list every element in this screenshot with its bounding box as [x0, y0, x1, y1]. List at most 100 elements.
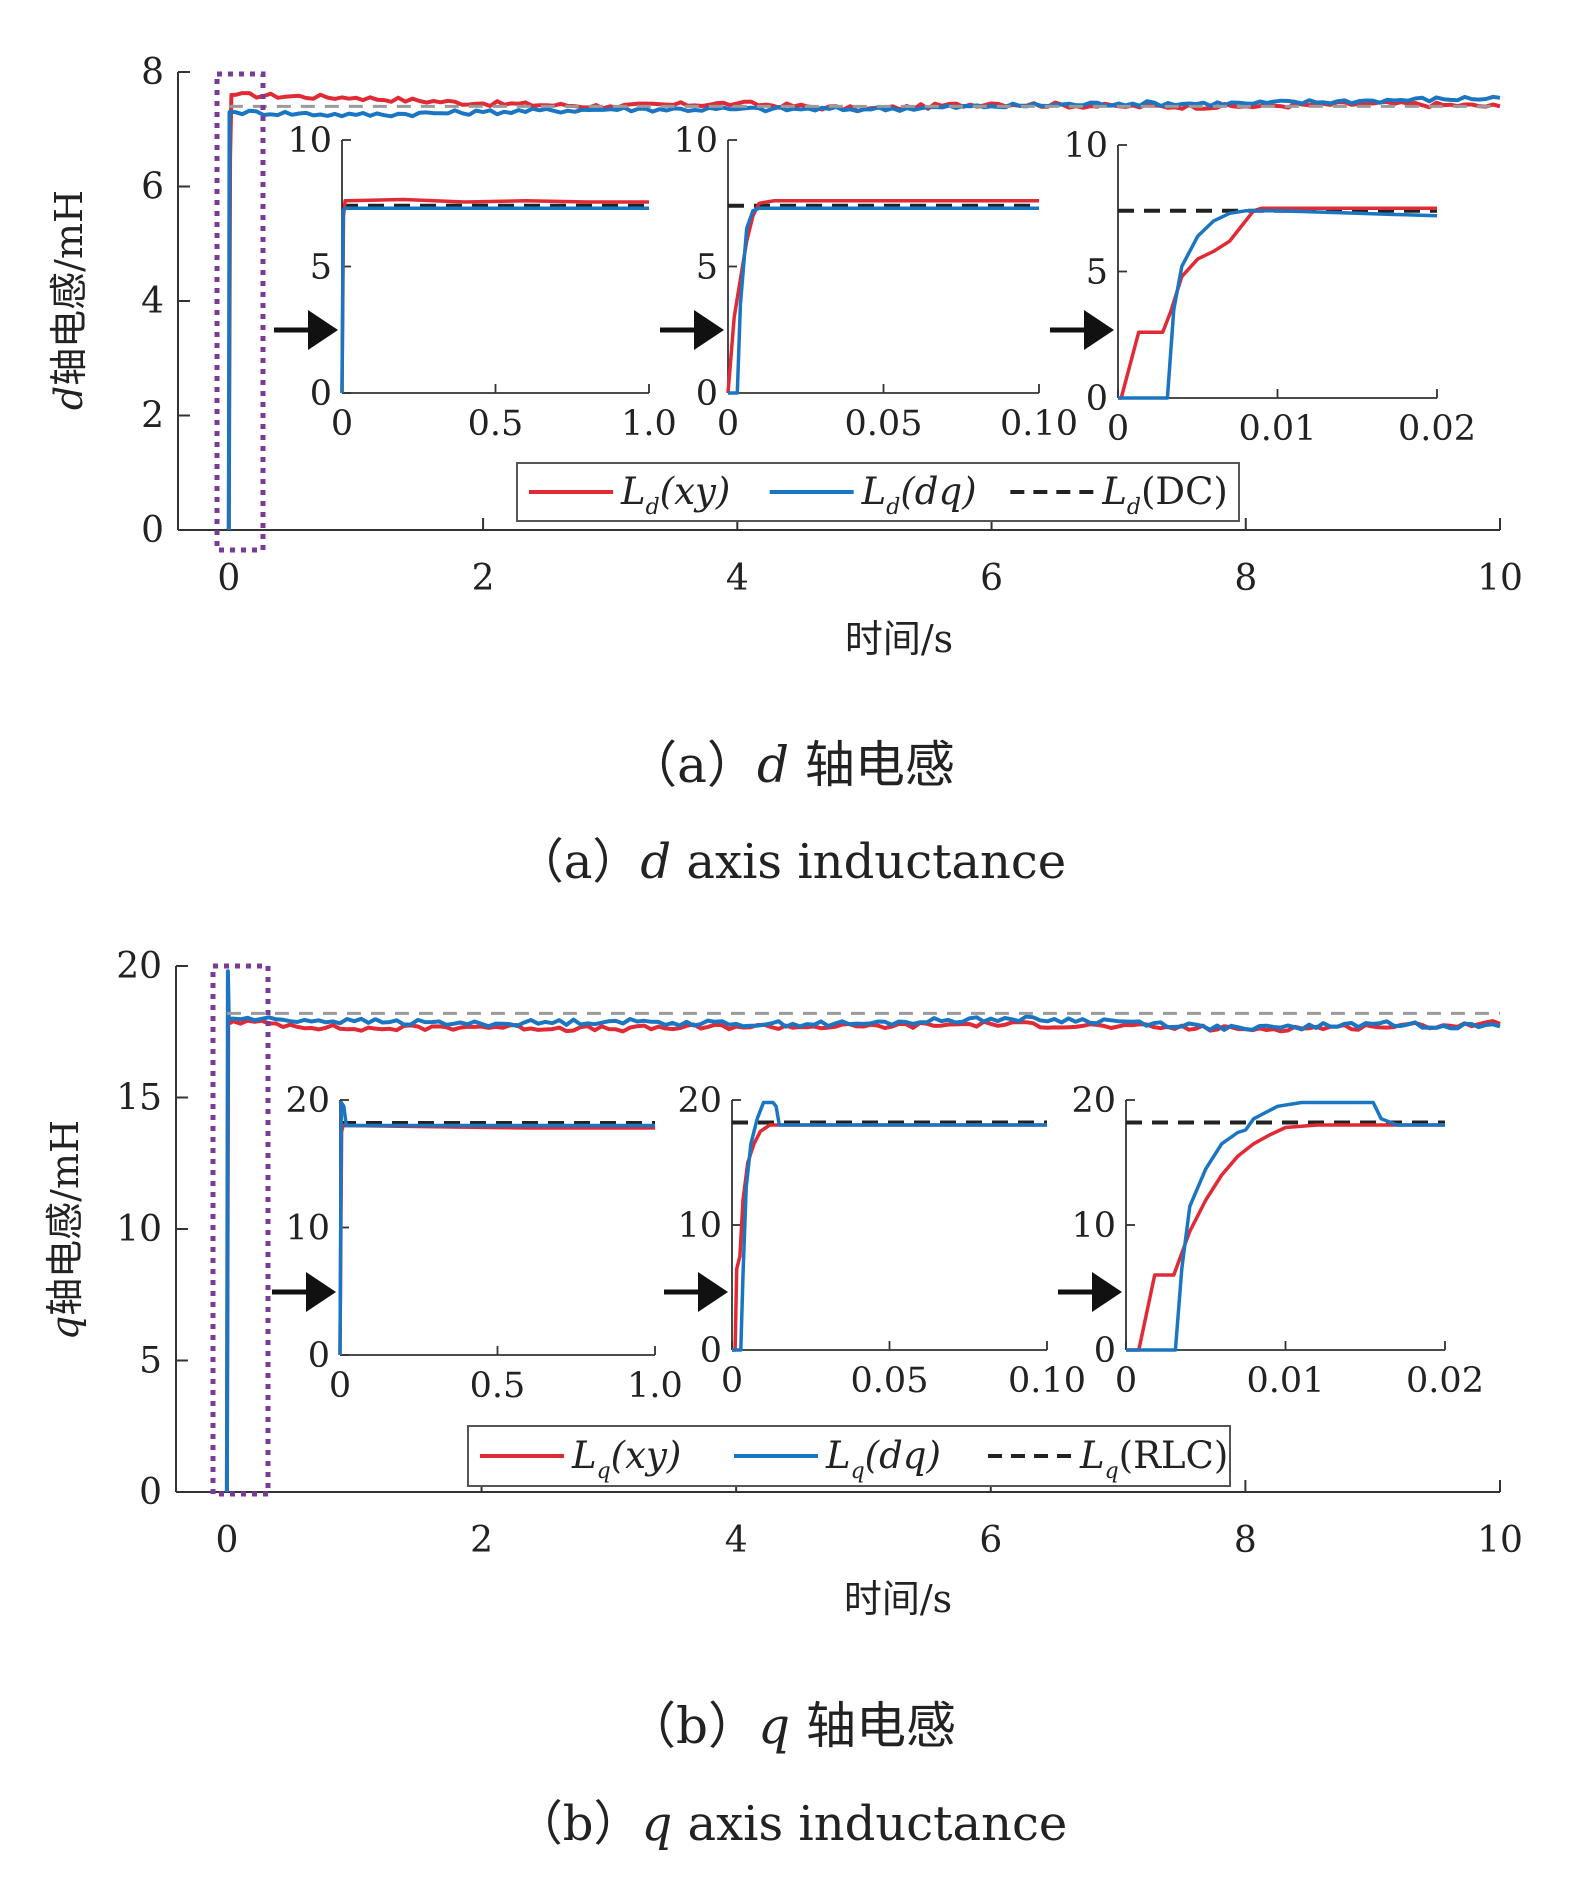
caption-a-en-prefix: （a） [516, 834, 641, 890]
y-tick-label: 6 [141, 167, 164, 208]
y-tick-label: 4 [141, 281, 164, 322]
x-tick-label: 10 [1477, 1520, 1523, 1561]
series-dq-line [224, 969, 1501, 1493]
x-tick-label: 6 [980, 558, 1003, 599]
legend-label-dq: Lq(dq) [825, 1434, 941, 1484]
caption-a-en-var: d [640, 834, 671, 890]
legend-label-sub: q [597, 1459, 611, 1484]
inset-2: 0 5 10 0 0.05 0.10 [660, 121, 1078, 444]
y-axis-label-text: 轴电感/mH [47, 190, 91, 386]
x-axis-label: 时间/s [845, 617, 953, 661]
caption-b-en-text: axis inductance [672, 1796, 1067, 1852]
caption-a-cn: （a）d 轴电感 [627, 736, 955, 794]
y-axis-label-text: 轴电感/mH [43, 1120, 87, 1316]
inset-y-tick-label: 0 [1094, 1331, 1116, 1371]
legend-label-ref: Ld(DC) [1101, 470, 1228, 520]
inset-x-tick-label: 0 [331, 404, 353, 444]
y-tick-label: 20 [116, 946, 162, 987]
inset-2: 0 10 20 0 0.05 0.10 [664, 1081, 1086, 1401]
inset-y-tick-label: 10 [285, 1209, 330, 1249]
caption-b-cn-text: 轴电感 [790, 1697, 956, 1755]
inset-y-tick-label: 10 [1063, 126, 1108, 166]
inset-x-tick-label: 0.01 [1247, 1361, 1325, 1401]
inset-x-tick-label: 0.5 [470, 1366, 526, 1406]
inset-x-tick-label: 0.10 [1000, 404, 1078, 444]
inset-y-tick-label: 0 [310, 374, 332, 414]
legend: Ld(xy) Ld(dq) Ld(DC) [516, 462, 1240, 522]
caption-b-en: （b）q axis inductance [515, 1796, 1068, 1852]
legend-label-sub: d [886, 495, 900, 520]
y-axis-label-var: q [43, 1316, 87, 1340]
x-tick-label: 8 [1234, 558, 1257, 599]
legend-label-xy: Ld(xy) [620, 470, 730, 520]
x-tick-label: 2 [472, 558, 495, 599]
caption-a-cn-prefix: （a） [627, 736, 757, 794]
inset-dq-line [732, 1100, 1047, 1352]
zoom-highlight-box [210, 963, 271, 1497]
inset-x-tick-label: 0 [1107, 409, 1129, 449]
inset-x-tick-label: 0.05 [851, 1361, 929, 1401]
x-tick-label: 6 [979, 1520, 1002, 1561]
legend-label-arg: (DC) [1141, 470, 1228, 513]
legend-label-name: L [861, 470, 887, 513]
inset-background [1118, 145, 1437, 398]
y-tick-label: 15 [116, 1078, 162, 1119]
inset-y-tick-label: 10 [287, 121, 332, 161]
inset-x-tick-label: 1.0 [627, 1366, 683, 1406]
inset-y-tick-label: 5 [310, 248, 332, 288]
legend-label-name: L [571, 1434, 597, 1477]
inset-arrow-head [1084, 310, 1114, 350]
legend-label-dq: Ld(dq) [861, 470, 977, 520]
series-dq-line [226, 94, 1501, 531]
legend-label-sub: d [646, 495, 660, 520]
legend-label-arg: (dq) [900, 470, 976, 513]
inset-y-tick-label: 20 [677, 1081, 722, 1121]
zoom-highlight-box [214, 71, 266, 553]
caption-a-en: （a）d axis inductance [516, 834, 1066, 890]
inset-y-tick-label: 5 [696, 248, 718, 288]
inset-y-tick-label: 0 [308, 1336, 330, 1376]
inset-dq-line [1126, 1100, 1445, 1352]
inset-y-tick-label: 20 [1071, 1081, 1116, 1121]
inset-arrow-head [1092, 1272, 1122, 1312]
inset-arrow-head [308, 310, 338, 350]
caption-b-cn-prefix: （b） [626, 1697, 758, 1755]
inset-background [1126, 1100, 1445, 1350]
legend-box [516, 462, 1240, 522]
x-tick-label: 0 [215, 1520, 238, 1561]
x-tick-label: 2 [470, 1520, 493, 1561]
inset-y-tick-label: 20 [285, 1081, 330, 1121]
y-tick-label: 0 [141, 510, 164, 551]
inset-x-tick-label: 1.0 [621, 404, 677, 444]
y-axis-label: q轴电感/mH [43, 1120, 87, 1340]
legend-label-arg: (xy) [660, 470, 731, 513]
x-tick-label: 0 [217, 558, 240, 599]
x-tick-label: 10 [1477, 558, 1523, 599]
legend-label-arg: (dq) [865, 1434, 941, 1477]
caption-a-en-text: axis inductance [671, 834, 1066, 890]
inset-3: 0 10 20 0 0.01 0.02 [1058, 1081, 1484, 1401]
inset-arrow-head [694, 310, 724, 350]
y-axis-label-var: d [47, 386, 91, 410]
y-tick-label: 8 [141, 52, 164, 93]
legend-label-sub: q [851, 1459, 865, 1484]
legend-box [467, 1425, 1231, 1487]
inset-x-tick-label: 0.10 [1008, 1361, 1086, 1401]
inset-background [340, 1100, 655, 1355]
inset-dq-line [1118, 209, 1438, 400]
inset-y-tick-label: 0 [696, 374, 718, 414]
inset-y-tick-label: 10 [1071, 1206, 1116, 1246]
inset-1: 0 5 10 0 0.5 1.0 [274, 121, 677, 444]
inset-dq-line [728, 206, 1039, 395]
inset-y-tick-label: 5 [1086, 253, 1108, 293]
y-tick-label: 10 [116, 1209, 162, 1250]
inset-arrow-head [306, 1272, 336, 1312]
legend-label-arg: (RLC) [1119, 1434, 1229, 1477]
caption-a-cn-text: 轴电感 [789, 736, 955, 794]
inset-x-tick-label: 0.5 [468, 404, 524, 444]
inset-y-tick-label: 0 [1086, 379, 1108, 419]
inset-y-tick-label: 0 [700, 1331, 722, 1371]
